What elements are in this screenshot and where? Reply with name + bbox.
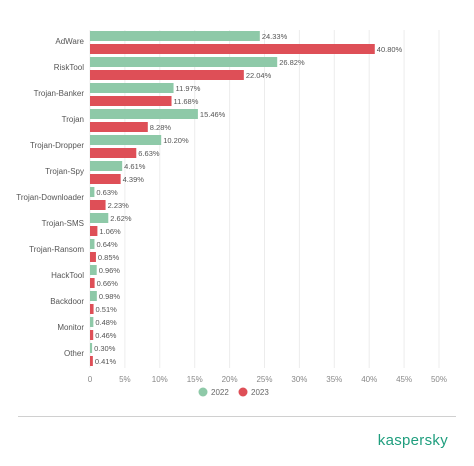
data-label: 24.33% <box>262 32 288 41</box>
bar-2023 <box>90 44 375 54</box>
bar-2022 <box>90 265 97 275</box>
x-tick-label: 30% <box>291 375 307 384</box>
bar-2022 <box>90 343 93 353</box>
data-label: 11.97% <box>176 84 201 93</box>
bar-2022 <box>90 83 174 93</box>
bar-2022 <box>90 161 123 171</box>
bar-2022 <box>90 317 94 327</box>
data-label: 0.85% <box>98 253 120 262</box>
data-label: 0.96% <box>99 266 121 275</box>
category-label: RiskTool <box>54 63 84 72</box>
x-tick-label: 25% <box>256 375 272 384</box>
bar-2022 <box>90 109 198 119</box>
bar-2022 <box>90 291 97 301</box>
category-label: AdWare <box>55 37 84 46</box>
category-label: Other <box>64 349 84 358</box>
bar-2023 <box>90 304 94 314</box>
bar-2022 <box>90 213 109 223</box>
x-tick-label: 20% <box>222 375 238 384</box>
category-label: Trojan-Banker <box>34 89 85 98</box>
data-label: 0.98% <box>99 292 121 301</box>
bar-2023 <box>90 70 244 80</box>
category-label: Trojan-Spy <box>45 167 84 176</box>
bar-2023 <box>90 356 93 366</box>
data-label: 40.80% <box>377 45 403 54</box>
data-label: 2.62% <box>110 214 132 223</box>
category-label: Trojan-Ransom <box>29 245 84 254</box>
bar-2022 <box>90 57 278 67</box>
data-label: 4.61% <box>124 162 146 171</box>
legend-marker-2023 <box>238 387 248 397</box>
data-label: 0.66% <box>97 279 119 288</box>
data-label: 10.20% <box>163 136 189 145</box>
bar-2023 <box>90 96 172 106</box>
x-tick-label: 5% <box>119 375 131 384</box>
data-label: 6.63% <box>138 149 160 158</box>
bar-2023 <box>90 200 106 210</box>
labels: 0 5% 10% 15% 20% 25% 30% 35% 40% 45% 50% AdWare 24.3… <box>16 32 447 384</box>
data-label: 8.28% <box>150 123 172 132</box>
x-tick-label: 45% <box>396 375 412 384</box>
data-label: 0.30% <box>94 344 116 353</box>
bars <box>90 31 375 366</box>
bar-2023 <box>90 226 98 236</box>
kaspersky-logo: kaspersky <box>377 432 448 449</box>
bar-2023 <box>90 122 148 132</box>
bar-2023 <box>90 148 137 158</box>
x-tick-label: 35% <box>326 375 342 384</box>
legend-label: 2022 <box>211 388 229 397</box>
data-label: 2.23% <box>108 201 130 210</box>
category-label: Backdoor <box>50 297 84 306</box>
bar-2022 <box>90 31 260 41</box>
bar-2022 <box>90 239 95 249</box>
data-label: 22.04% <box>246 71 272 80</box>
data-label: 0.51% <box>96 305 118 314</box>
x-tick-label: 50% <box>431 375 447 384</box>
bar-2022 <box>90 187 95 197</box>
data-label: 0.46% <box>95 331 117 340</box>
data-label: 0.64% <box>96 240 118 249</box>
x-tick-label: 0 <box>88 375 93 384</box>
data-label: 1.06% <box>99 227 121 236</box>
data-label: 26.82% <box>279 58 305 67</box>
data-label: 0.63% <box>96 188 118 197</box>
footer-divider <box>18 416 456 417</box>
data-label: 0.41% <box>95 357 117 366</box>
legend-marker-2022 <box>198 387 208 397</box>
bar-2022 <box>90 135 162 145</box>
category-label: Trojan <box>62 115 84 124</box>
legend-label: 2023 <box>251 388 269 397</box>
bar-2023 <box>90 174 121 184</box>
category-label: HackTool <box>51 271 84 280</box>
bar-2023 <box>90 278 95 288</box>
x-tick-label: 15% <box>187 375 203 384</box>
data-label: 15.46% <box>200 110 226 119</box>
bar-2023 <box>90 252 96 262</box>
x-tick-label: 40% <box>361 375 377 384</box>
x-tick-label: 10% <box>152 375 168 384</box>
category-label: Trojan-Downloader <box>16 193 84 202</box>
category-label: Trojan-SMS <box>42 219 84 228</box>
legend: 2022 2023 <box>198 387 269 397</box>
category-label: Trojan-Dropper <box>30 141 84 150</box>
data-label: 11.68% <box>174 97 199 106</box>
category-label: Monitor <box>57 323 84 332</box>
data-label: 0.48% <box>95 318 117 327</box>
gridlines <box>89 30 440 368</box>
data-label: 4.39% <box>123 175 145 184</box>
bar-2023 <box>90 330 94 340</box>
